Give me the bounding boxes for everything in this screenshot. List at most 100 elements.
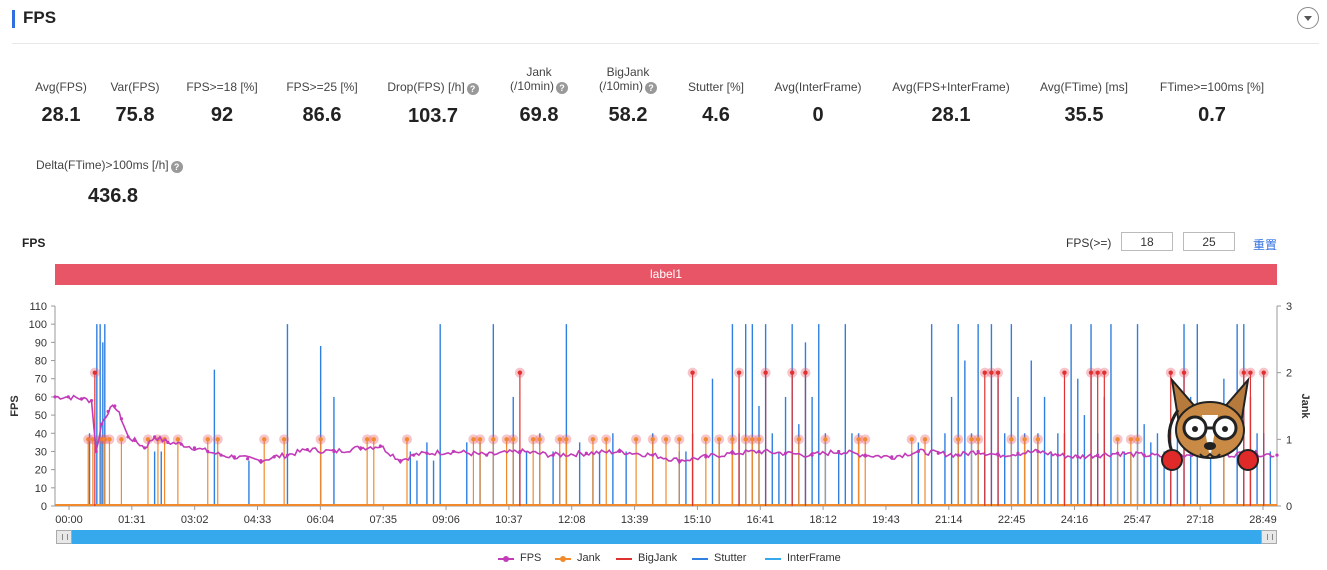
- x-tick-label: 00:00: [55, 514, 83, 526]
- y-tick-label: 40: [35, 428, 47, 440]
- fps-threshold-high-input[interactable]: [1183, 232, 1235, 251]
- jank-marker: [703, 437, 709, 442]
- fps-point: [113, 404, 117, 408]
- fps-threshold-low-input[interactable]: [1121, 232, 1173, 251]
- fps-point: [358, 446, 363, 450]
- metric-label: Avg(InterFrame): [774, 80, 862, 94]
- metric-value: 75.8: [115, 104, 155, 126]
- fps-point: [143, 446, 147, 450]
- y2-tick-label: 2: [1286, 368, 1292, 380]
- metric-label: Delta(FTime)>100ms [/h]?: [36, 158, 183, 173]
- jank-marker: [1135, 437, 1140, 442]
- fps-point: [166, 440, 170, 444]
- jank-marker: [281, 437, 287, 442]
- fps-point: [551, 453, 555, 457]
- fps-point: [730, 451, 735, 455]
- jank-marker: [119, 437, 124, 442]
- fps-point: [1016, 451, 1020, 455]
- fps-point: [936, 451, 940, 455]
- jank-marker: [205, 437, 210, 442]
- x-tick-label: 01:31: [118, 514, 146, 526]
- fps-point: [106, 409, 110, 414]
- fps-point: [398, 458, 402, 463]
- help-icon[interactable]: ?: [556, 82, 568, 94]
- fps-point: [425, 451, 429, 455]
- jank-marker: [364, 437, 370, 442]
- jank-marker: [1035, 437, 1041, 442]
- jank-marker: [763, 370, 768, 375]
- metric-7: Stutter [%] 4.6: [636, 80, 796, 127]
- fps-point: [259, 458, 263, 463]
- metric-label: FPS>=18 [%]: [186, 80, 258, 94]
- jank-marker: [102, 437, 108, 442]
- jank-marker: [371, 437, 376, 442]
- jank-marker: [215, 437, 220, 442]
- metric-label-sub: (/10min)?: [459, 79, 619, 94]
- slider-left-handle[interactable]: [56, 530, 72, 544]
- jank-marker: [1248, 370, 1253, 375]
- metric-label: FTime>=100ms [%]: [1159, 80, 1265, 94]
- fps-point: [1036, 449, 1040, 454]
- metric-value: 103.7: [407, 105, 459, 127]
- chart-legend: FPS Jank BigJank Stutter InterFrame: [0, 552, 1327, 566]
- fps-point: [916, 449, 920, 454]
- fps-point: [126, 435, 130, 439]
- fps-point: [863, 453, 867, 457]
- fps-point: [1076, 455, 1080, 459]
- fps-point: [133, 438, 137, 443]
- jank-marker: [537, 437, 543, 442]
- x-tick-label: 18:12: [809, 514, 837, 526]
- fps-point: [192, 446, 197, 450]
- fps-point: [976, 449, 980, 454]
- x-tick-label: 24:16: [1061, 514, 1089, 526]
- y-tick-label: 30: [35, 446, 47, 458]
- fps-point: [99, 422, 104, 426]
- x-tick-label: 21:14: [935, 514, 963, 526]
- fps-point: [153, 435, 157, 439]
- x-tick-label: 12:08: [558, 514, 586, 526]
- metric-label: Stutter [%]: [687, 80, 745, 94]
- header-accent-bar: [12, 10, 15, 28]
- metric-4: Drop(FPS) [/h]? 103.7: [353, 80, 513, 128]
- fps-chart: 0 10 20 30 40 50 60 70 80 90 100 110 0 1 2 3 FPS Jank 00:0…: [9, 301, 1311, 526]
- y-tick-label: 0: [41, 501, 47, 513]
- collapse-toggle-icon[interactable]: [1297, 7, 1319, 29]
- jank-marker: [730, 437, 735, 442]
- metric-value: 58.2: [608, 104, 648, 126]
- watermark-dog-logo: [1161, 376, 1259, 471]
- metric-value: 0.7: [1198, 104, 1226, 126]
- fps-point: [451, 449, 456, 454]
- fps-point: [53, 395, 57, 399]
- help-icon[interactable]: ?: [170, 161, 183, 173]
- fps-point: [206, 449, 210, 454]
- y-tick-label: 80: [35, 356, 47, 368]
- fps-point: [285, 453, 290, 457]
- x-tick-label: 15:10: [684, 514, 712, 526]
- jank-marker: [262, 437, 267, 442]
- jank-marker: [969, 437, 974, 442]
- y-tick-label: 70: [35, 374, 47, 386]
- time-range-slider[interactable]: [56, 530, 1277, 544]
- fps-point: [332, 449, 336, 454]
- jank-marker: [1095, 370, 1100, 375]
- slider-right-handle[interactable]: [1261, 530, 1277, 544]
- jank-marker: [1022, 437, 1027, 442]
- fps-point: [956, 453, 960, 457]
- y2-tick-label: 3: [1286, 301, 1292, 313]
- jank-marker: [1062, 370, 1067, 375]
- fps-point: [1096, 453, 1100, 457]
- y-tick-label: 60: [35, 392, 47, 404]
- help-icon[interactable]: ?: [466, 83, 479, 95]
- x-tick-label: 07:35: [369, 514, 397, 526]
- metric-6: BigJank (/10min)? 58.2: [548, 65, 708, 127]
- reset-button[interactable]: 重置: [1253, 238, 1278, 252]
- metric-value: 35.5: [1064, 104, 1104, 126]
- section-title: FPS: [23, 8, 57, 27]
- y-tick-label: 50: [35, 410, 47, 422]
- label-bar[interactable]: label1: [55, 264, 1277, 285]
- jank-marker: [1009, 437, 1014, 442]
- jank-marker: [477, 437, 483, 442]
- help-icon[interactable]: ?: [645, 82, 657, 94]
- jank-marker: [404, 437, 410, 442]
- jank-marker: [863, 437, 868, 442]
